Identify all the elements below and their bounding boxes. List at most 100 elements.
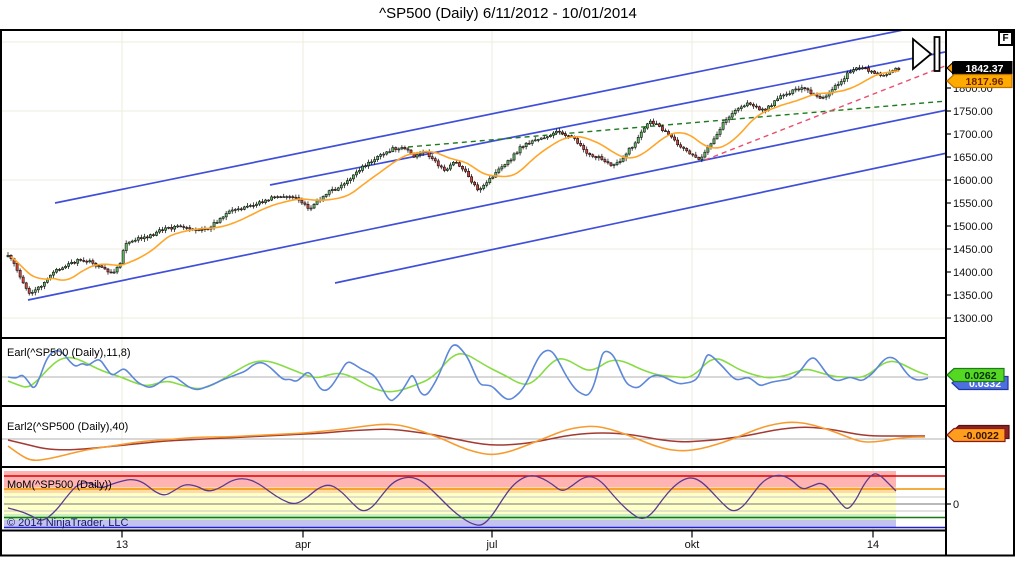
price-axis[interactable]: 1800.001750.001700.001650.001600.001550.… (946, 83, 993, 511)
candle-body (336, 187, 340, 191)
plot-background[interactable] (2, 30, 946, 531)
candle-body (173, 225, 177, 230)
candle-body (791, 89, 795, 94)
candle-body (18, 270, 22, 278)
candle-body (470, 176, 473, 183)
candle-body (809, 89, 813, 95)
candle-body (748, 102, 752, 105)
candle-body (873, 70, 876, 74)
candle-body (324, 194, 328, 197)
candle-body (391, 147, 395, 152)
candle-body (606, 161, 610, 164)
mom-band (4, 471, 896, 487)
candle-body (339, 184, 343, 189)
candle-body (515, 152, 519, 155)
main-panel-plot[interactable] (6, 30, 947, 301)
candle-body (497, 168, 501, 173)
channel-line-lower-bottom[interactable] (334, 152, 947, 284)
candle-body (567, 135, 570, 137)
mom-panel-plot[interactable] (7, 473, 897, 526)
candlesticks (6, 64, 901, 296)
candle-body (621, 157, 625, 162)
candle-body (258, 201, 261, 205)
candle-body (236, 208, 240, 211)
channel-line-upper-top[interactable] (54, 30, 903, 204)
time-axis[interactable]: 13 apr jul okt 14 (116, 531, 879, 552)
candle-body (679, 144, 683, 148)
play-to-end-marker-triangle[interactable] (912, 37, 933, 71)
candle-body (215, 222, 219, 224)
candle-body (491, 176, 495, 179)
resistance-dashed-green[interactable] (407, 100, 947, 148)
candle-body (409, 149, 413, 154)
candle-body (300, 199, 304, 204)
candle-body (327, 190, 331, 195)
candle-body (558, 130, 561, 133)
channel-line-lower-main[interactable] (27, 109, 947, 301)
candle-body (727, 116, 731, 121)
candle-body (376, 156, 380, 160)
last-price-badge-text: 1842.37 (966, 63, 1004, 75)
candle-body (127, 241, 131, 244)
candle-body (770, 105, 773, 107)
candle-body (509, 159, 513, 162)
candle-body (379, 154, 383, 157)
candle-body (364, 165, 367, 168)
play-to-end-marker-bar[interactable] (933, 36, 941, 72)
candle-body (179, 225, 183, 228)
candle-body (797, 88, 801, 91)
earl2-value-badge: -0.0022 (946, 427, 1006, 443)
ma-value-badge: 1817.96 (946, 73, 1013, 89)
candle-body (703, 151, 707, 158)
time-axis-label: 14 (867, 539, 879, 551)
candle-body (521, 146, 525, 148)
candle-body (21, 276, 25, 284)
candle-body (233, 209, 237, 211)
candle-body (488, 178, 492, 183)
candle-body (149, 234, 152, 239)
candle-body (855, 67, 858, 71)
candle-body (642, 127, 646, 133)
candle-body (494, 172, 498, 178)
candle-body (542, 137, 546, 140)
candle-body (61, 267, 64, 270)
candle-body (155, 231, 158, 236)
candle-body (851, 69, 855, 73)
candle-body (533, 139, 537, 142)
candle-body (564, 133, 567, 136)
candle-body (730, 113, 734, 118)
candle-body (597, 156, 601, 159)
candle-body (82, 260, 86, 262)
candle-body (42, 282, 46, 287)
candle-body (146, 236, 149, 239)
candle-body (261, 201, 264, 204)
candle-body (800, 87, 804, 90)
candle-body (403, 147, 407, 150)
candle-body (39, 285, 43, 288)
candle-body (870, 70, 873, 73)
channel-line-inner-top[interactable] (269, 51, 946, 186)
candle-body (142, 236, 146, 240)
candle-body (276, 196, 280, 198)
focus-button[interactable]: F (998, 31, 1013, 46)
price-axis-label: 1300.00 (953, 313, 993, 325)
candle-body (861, 67, 864, 70)
candle-body (467, 171, 470, 178)
earl2-fast-line (7, 421, 925, 462)
candle-body (806, 88, 810, 91)
support-dashed-red[interactable] (704, 65, 946, 161)
candle-body (124, 243, 128, 251)
candle-body (500, 166, 504, 170)
candle-body (242, 206, 246, 210)
candle-body (655, 123, 658, 126)
earl-panel-plot[interactable] (7, 344, 929, 402)
candle-body (30, 292, 34, 294)
candle-body (170, 227, 173, 230)
candle-body (661, 126, 664, 131)
candle-body (676, 139, 680, 146)
earl2-panel-plot[interactable] (7, 421, 925, 462)
candle-body (461, 166, 464, 170)
candle-body (833, 85, 837, 90)
candle-body (430, 156, 434, 159)
